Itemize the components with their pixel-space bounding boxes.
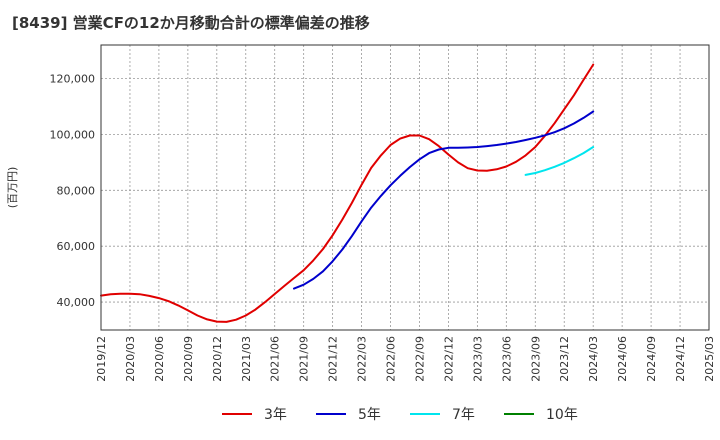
horizontal-gridlines: [101, 78, 709, 303]
x-tick-label: 2021/09: [298, 336, 311, 382]
y-tick-label: 120,000: [50, 73, 96, 86]
y-tick-label: 100,000: [50, 128, 96, 141]
x-tick-label: 2023/03: [471, 336, 484, 382]
legend-label-3: 10年: [546, 407, 578, 423]
x-tick-label: 2020/12: [211, 336, 224, 382]
x-tick-label: 2021/06: [269, 336, 282, 382]
x-tick-label: 2023/06: [500, 336, 513, 382]
x-tick-label: 2019/12: [95, 336, 108, 382]
series-line-1: [293, 110, 595, 290]
x-tick-label: 2021/12: [327, 336, 340, 382]
x-tick-label: 2023/09: [529, 336, 542, 382]
x-tick-label: 2022/03: [356, 336, 369, 382]
x-tick-label: 2020/06: [153, 336, 166, 382]
legend-label-0: 3年: [264, 407, 287, 423]
plot-area: [101, 45, 709, 330]
series-lines: [100, 63, 595, 323]
series-line-2: [524, 146, 595, 176]
y-tick-label: 40,000: [57, 296, 96, 309]
legend-label-1: 5年: [358, 407, 381, 423]
x-tick-label: 2024/09: [645, 336, 658, 382]
legend: 3年 5年 7年 10年: [222, 407, 578, 423]
y-axis-label: (百万円): [6, 167, 19, 209]
x-tick-label: 2022/06: [385, 336, 398, 382]
x-axis-ticks: 2019/12 2020/03 2020/06 2020/09 2020/12 2021/…: [95, 336, 716, 382]
x-tick-label: 2022/12: [442, 336, 455, 382]
legend-label-2: 7年: [452, 407, 475, 423]
chart-title: [8439] 営業CFの12か月移動合計の標準偏差の推移: [12, 14, 370, 32]
x-tick-label: 2022/09: [413, 336, 426, 382]
series-line-0: [100, 63, 595, 323]
plot-frame: [100, 44, 710, 331]
x-tick-label: 2021/03: [240, 336, 253, 382]
x-tick-label: 2020/09: [182, 336, 195, 382]
x-tick-label: 2024/03: [587, 336, 600, 382]
x-tick-label: 2023/12: [558, 336, 571, 382]
y-axis-ticks: 40,000 60,000 80,000 100,000 120,000: [50, 73, 96, 310]
x-tick-label: 2024/06: [616, 336, 629, 382]
x-tick-label: 2024/12: [674, 336, 687, 382]
y-tick-label: 80,000: [57, 184, 96, 197]
y-tick-label: 60,000: [57, 240, 96, 253]
x-tick-label: 2020/03: [124, 336, 137, 382]
x-tick-label: 2025/03: [703, 336, 716, 382]
